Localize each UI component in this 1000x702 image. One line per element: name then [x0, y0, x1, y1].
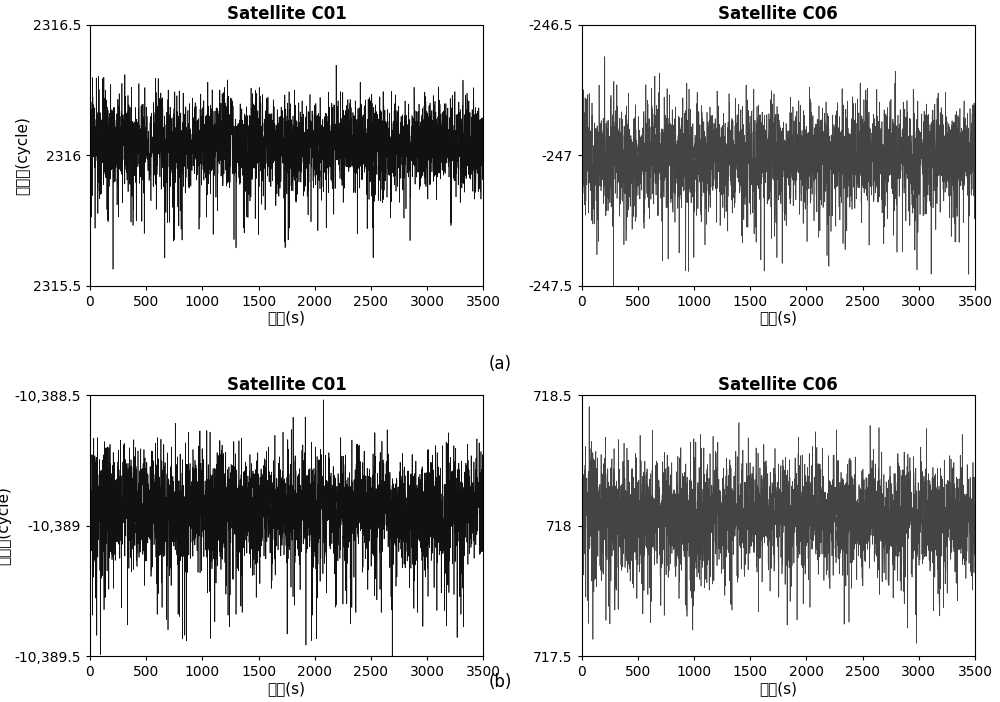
Title: Satellite C06: Satellite C06	[718, 5, 838, 23]
Title: Satellite C01: Satellite C01	[227, 5, 347, 23]
Title: Satellite C01: Satellite C01	[227, 376, 347, 394]
X-axis label: 历元(s): 历元(s)	[268, 310, 306, 325]
Y-axis label: 模糊度(cycle): 模糊度(cycle)	[15, 116, 30, 194]
X-axis label: 历元(s): 历元(s)	[759, 310, 797, 325]
Title: Satellite C06: Satellite C06	[718, 376, 838, 394]
Y-axis label: 模糊度(cycle): 模糊度(cycle)	[0, 486, 12, 565]
X-axis label: 历元(s): 历元(s)	[759, 681, 797, 696]
Text: (b): (b)	[488, 673, 512, 691]
X-axis label: 历元(s): 历元(s)	[268, 681, 306, 696]
Text: (a): (a)	[488, 355, 512, 373]
